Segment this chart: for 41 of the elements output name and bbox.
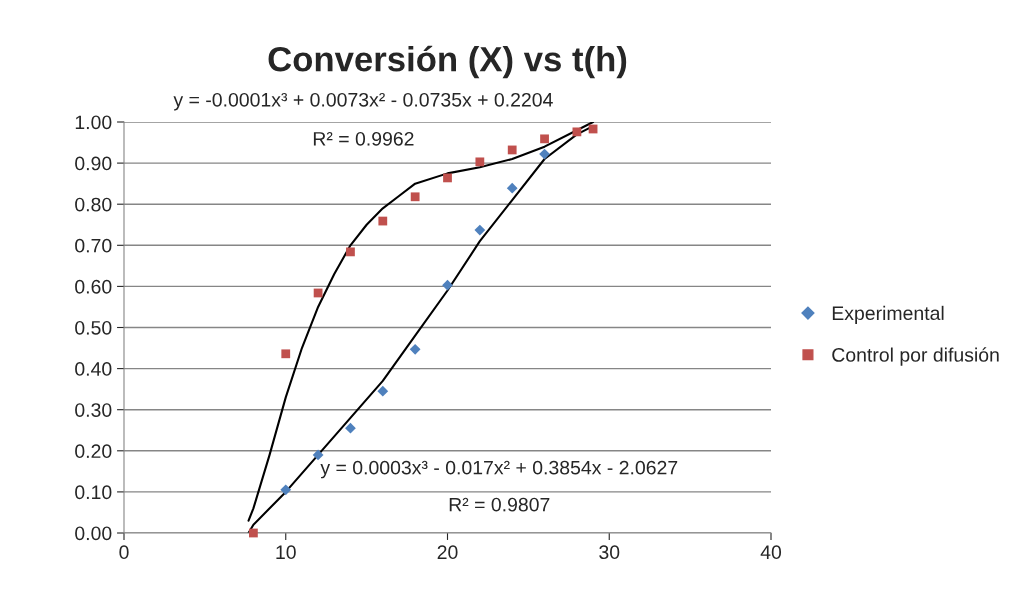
annotation: y = 0.0003x³ - 0.017x² + 0.3854x - 2.0627: [320, 460, 678, 479]
x-tick-label: 0: [119, 545, 129, 560]
legend-label: Experimental: [832, 305, 944, 324]
point: [345, 422, 356, 434]
annotation: R² = 0.9962: [313, 131, 414, 146]
annotation: R² = 0.9807: [449, 497, 550, 512]
x-tick-label: 40: [760, 545, 782, 560]
point: [572, 127, 582, 137]
y-tick-label: 0.30: [75, 403, 112, 417]
x-tick-label: 10: [276, 545, 296, 560]
point: [507, 145, 517, 155]
point: [377, 385, 389, 397]
chart-title: Conversión (X) vs t(h): [268, 45, 627, 79]
point: [281, 349, 291, 359]
point: [474, 224, 486, 236]
point: [540, 134, 549, 144]
y-tick-label: 0.80: [75, 197, 112, 212]
point: [378, 216, 388, 226]
point: [410, 192, 420, 202]
point: [475, 157, 485, 167]
y-tick-label: 0.60: [75, 279, 112, 294]
point: [409, 343, 421, 355]
y-tick-label: 0.70: [75, 238, 112, 253]
point: [249, 528, 258, 538]
y-tick-label: 1.00: [75, 115, 112, 130]
y-tick-label: 0.10: [75, 485, 112, 500]
point: [280, 484, 292, 496]
x-tick-label: 20: [437, 545, 458, 560]
point: [442, 279, 453, 291]
x-tick-label: 30: [599, 545, 620, 560]
y-tick-label: 0.00: [75, 526, 112, 541]
y-tick-label: 0.20: [75, 444, 112, 459]
point: [346, 247, 355, 257]
y-tick-label: 0.50: [75, 320, 112, 335]
y-tick-label: 0.90: [75, 156, 112, 171]
point: [443, 173, 452, 183]
y-tick-label: 0.40: [75, 362, 112, 376]
legend-label: Control por difusión: [832, 347, 999, 366]
text: y = -0.0001x³ + 0.0073x² - 0.0735x + 0.2204: [173, 92, 553, 111]
point: [506, 182, 518, 194]
point: [312, 449, 324, 461]
